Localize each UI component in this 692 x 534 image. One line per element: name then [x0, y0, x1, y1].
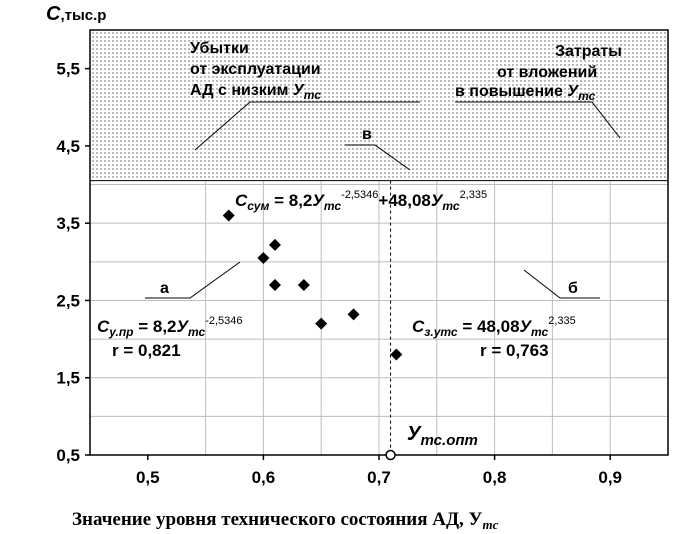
svg-text:АД с низким Утс: АД с низким Утс	[190, 82, 321, 102]
svg-text:от эксплуатации: от эксплуатации	[190, 61, 321, 78]
y-tick-label: 4,5	[56, 137, 80, 156]
y-tick-label: 2,5	[56, 291, 80, 310]
y-tick-label: 3,5	[56, 214, 80, 233]
data-point	[297, 279, 310, 291]
svg-text:Затраты: Затраты	[555, 43, 622, 60]
x-tick-label: 0,6	[252, 468, 276, 487]
data-point	[315, 317, 328, 330]
data-point	[268, 238, 281, 251]
x-tick-label: 0,7	[367, 468, 391, 487]
formula-sum: Ссум = 8,2Утс-2,5346+48,08Утс2,335	[235, 189, 487, 213]
data-point	[222, 209, 235, 222]
y-tick-label: 5,5	[56, 60, 80, 79]
x-tick-label: 0,5	[136, 468, 160, 487]
shaded-area	[90, 30, 668, 181]
formula-b: Сз.утс = 48,08Утс2,335	[412, 315, 576, 339]
losses-annotation: Убытки от эксплуатации АД с низким Утс	[190, 40, 321, 102]
x-axis-label: Значение уровня технического состояния А…	[72, 509, 499, 532]
y-axis-label: С,тыс.р	[46, 3, 106, 25]
label-a: а	[160, 280, 169, 297]
svg-text:в повышение Утс: в повышение Утс	[455, 83, 596, 103]
y-tick-label: 1,5	[56, 369, 80, 388]
x-tick-label: 0,9	[598, 468, 622, 487]
optimum-marker	[385, 449, 396, 461]
y-tick-label: 0,5	[56, 446, 80, 465]
data-point	[257, 251, 270, 264]
r-b: r = 0,763	[480, 341, 549, 360]
svg-text:Убытки: Убытки	[190, 40, 249, 57]
shaded-region	[90, 30, 668, 181]
formula-a: Су.пр = 8,2Утс-2,5346	[97, 315, 243, 339]
costs-annotation: Затраты от вложений в повышение Утс	[455, 43, 622, 103]
label-b: б	[568, 280, 578, 297]
optimum-label: Утс.опт	[407, 423, 478, 449]
data-point	[390, 348, 403, 361]
leader-lines	[145, 101, 621, 299]
x-tick-label: 0,8	[483, 468, 507, 487]
data-point	[347, 308, 360, 321]
r-a: r = 0,821	[112, 341, 181, 360]
label-v: в	[362, 126, 372, 143]
svg-text:от вложений: от вложений	[497, 64, 597, 81]
data-point	[268, 279, 281, 291]
